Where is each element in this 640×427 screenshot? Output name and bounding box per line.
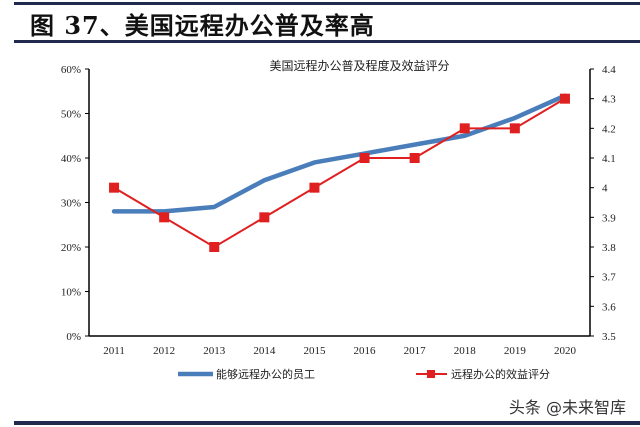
right-tick-label: 4.3 bbox=[602, 94, 616, 106]
x-tick-label: 2015 bbox=[303, 345, 326, 357]
legend-marker-efficiency-score bbox=[427, 370, 435, 378]
x-tick-label: 2018 bbox=[454, 345, 477, 357]
legend-label-efficiency-score: 远程办公的效益评分 bbox=[451, 367, 550, 381]
x-tick-label: 2014 bbox=[253, 345, 276, 357]
top-rule bbox=[14, 2, 640, 5]
series-line-remote-employees bbox=[111, 93, 568, 214]
right-tick-label: 3.8 bbox=[602, 242, 616, 254]
data-point-marker bbox=[409, 153, 420, 163]
x-tick-label: 2011 bbox=[103, 345, 125, 357]
right-tick-label: 4.2 bbox=[602, 123, 616, 135]
x-tick-label: 2013 bbox=[203, 345, 226, 357]
data-point-marker bbox=[559, 93, 570, 104]
legend-label-remote-employees: 能够远程办公的员工 bbox=[216, 367, 315, 381]
title-underline bbox=[14, 40, 640, 43]
data-point-marker bbox=[159, 212, 170, 223]
bottom-rule bbox=[14, 421, 640, 425]
x-tick-label: 2019 bbox=[504, 345, 527, 357]
right-tick-label: 4.1 bbox=[602, 153, 616, 165]
x-tick-label: 2016 bbox=[354, 345, 377, 357]
series-line-efficiency-score bbox=[113, 97, 566, 249]
x-tick-label: 2020 bbox=[554, 345, 577, 357]
right-tick-label: 3.6 bbox=[602, 301, 616, 313]
right-tick-label: 3.9 bbox=[602, 212, 616, 224]
left-tick-label: 20% bbox=[61, 242, 81, 254]
left-tick-label: 60% bbox=[61, 64, 81, 76]
data-point-marker bbox=[109, 182, 120, 193]
x-tick-label: 2012 bbox=[153, 345, 175, 357]
chart-title: 美国远程办公普及程度及效益评分 bbox=[269, 58, 449, 73]
left-tick-label: 30% bbox=[61, 198, 81, 210]
left-tick-label: 0% bbox=[66, 331, 81, 343]
data-point-marker bbox=[209, 242, 220, 252]
figure-title: 图 37、美国远程办公普及率高 bbox=[30, 11, 375, 40]
data-point-marker bbox=[359, 153, 370, 163]
right-tick-label: 4.4 bbox=[602, 64, 616, 76]
left-tick-label: 50% bbox=[61, 109, 81, 121]
left-tick-label: 10% bbox=[61, 287, 81, 299]
watermark: 头条 @未来智库 bbox=[508, 398, 626, 417]
data-point-marker bbox=[509, 123, 520, 134]
left-tick-label: 40% bbox=[61, 153, 81, 165]
right-tick-label: 3.7 bbox=[602, 272, 616, 284]
right-tick-label: 3.5 bbox=[602, 331, 616, 343]
x-tick-label: 2017 bbox=[404, 345, 427, 357]
data-point-marker bbox=[309, 182, 320, 193]
data-point-marker bbox=[259, 212, 270, 223]
data-point-marker bbox=[459, 123, 470, 134]
right-tick-label: 4 bbox=[602, 183, 608, 195]
